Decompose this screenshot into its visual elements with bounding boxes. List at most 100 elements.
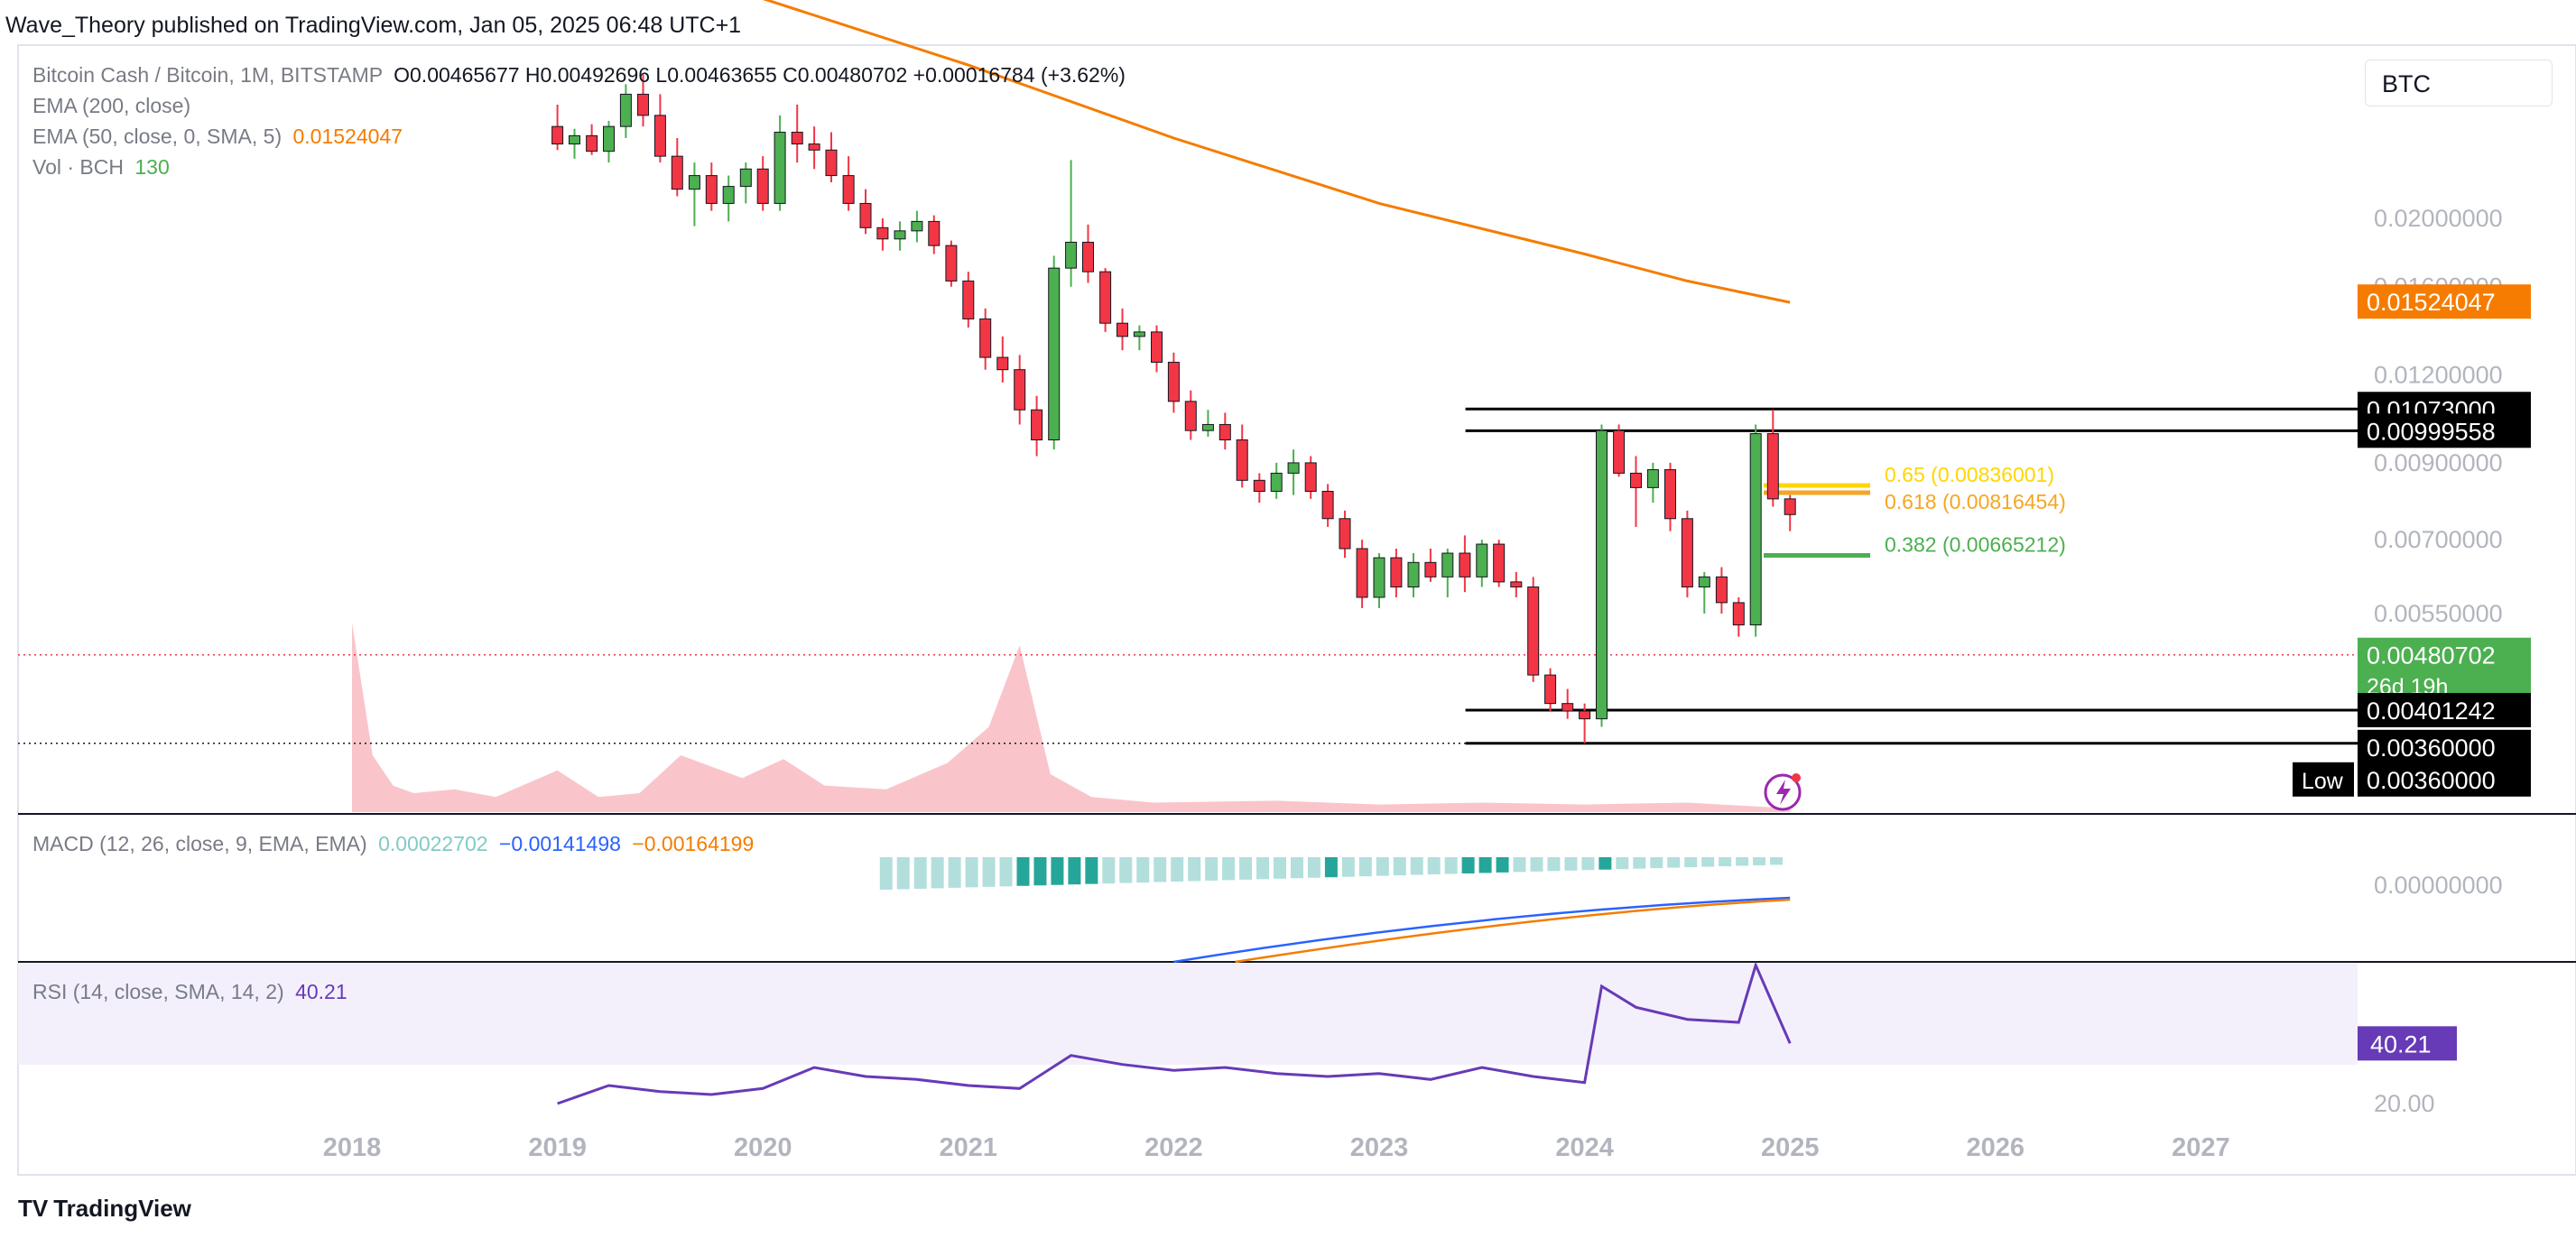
price-tag-value: 0.00401242 [2367,698,2496,725]
candle-body [603,125,615,152]
macd-hist-bar [1444,857,1458,874]
macd-hist-bar [1719,857,1732,867]
price-tag-bg [2358,762,2531,797]
macd-hist-bar [1478,857,1492,873]
macd-hist-bar [1770,857,1784,865]
fib-level-label: 0.618 (0.00816454) [1885,490,2066,513]
candle-body [1424,561,1437,577]
legend-volume: Vol · BCH 130 [32,155,170,180]
macd-hist-bar [1273,857,1286,879]
macd-hist-bar [896,857,910,890]
legend-macd-line: −0.00141498 [498,832,621,855]
macd-hist-bar [1033,857,1047,886]
candle-body [1732,602,1745,626]
price-tag-bg [2358,637,2531,703]
candle-body [1459,552,1471,577]
candle-body [1390,557,1403,587]
candle-body [1646,469,1659,488]
symbol-search-box[interactable]: BTC [2365,60,2553,106]
macd-hist-bar [1581,857,1595,871]
macd-hist-bar [1136,857,1150,883]
candle-body [688,175,700,190]
candle-body [1236,439,1248,481]
macd-hist-bar [1461,857,1475,873]
macd-hist-bar [948,857,961,888]
time-axis-label: 2019 [528,1133,587,1162]
candle-body [1117,322,1128,337]
candle-body [1373,557,1385,598]
macd-hist-bar [1410,857,1423,875]
candle-body [1304,462,1317,492]
time-axis-label: 2020 [734,1133,792,1162]
time-axis-label: 2026 [1967,1133,2025,1162]
candle-body [1441,552,1454,577]
price-axis-label: 0.00700000 [2374,526,2503,553]
candle-body [1544,674,1557,705]
candle-body [1493,543,1506,583]
candle-body [1613,430,1626,474]
candle-body [739,168,752,188]
macd-hist-bar [1051,857,1064,885]
candle-body [1664,469,1677,520]
candle-body [551,125,564,145]
price-tag-value: 0.01524047 [2367,289,2496,316]
legend-ema200: EMA (200, close) [32,94,191,117]
fib-level-label: 0.65 (0.00836001) [1885,463,2054,486]
time-axis-label: 2024 [1555,1133,1614,1162]
candle-body [1031,409,1043,441]
candle-body [842,175,855,204]
time-axis-label: 2018 [323,1133,382,1162]
candle-body [825,149,838,177]
macd-hist-bar [1154,857,1167,882]
price-tag-value: 0.00999558 [2367,418,2496,445]
candle-body [1253,479,1265,492]
candle-body [1048,267,1061,441]
candle-body [1510,581,1523,587]
macd-hist-bar [1701,857,1715,867]
time-axis-label: 2027 [2172,1133,2230,1162]
price-axis-label: 0.01200000 [2374,361,2503,388]
candle-body [791,132,803,145]
macd-hist-bar [913,857,927,889]
candle-body [653,115,666,157]
tradingview-brand: TradingView [53,1195,191,1222]
candle-body [945,245,958,282]
macd-hist-bar [1530,857,1543,872]
legend-ema50: EMA (50, close, 0, SMA, 5) 0.01524047 [32,125,403,149]
candle-body [1184,401,1197,431]
time-axis-label: 2023 [1350,1133,1409,1162]
macd-hist-bar [1102,857,1116,884]
legend-main: Bitcoin Cash / Bitcoin, 1M, BITSTAMP O0.… [32,63,1126,88]
rsi-tag-bg [2358,1026,2457,1061]
candle-body [1630,472,1642,488]
candle-body [1099,271,1112,324]
legend-vol-label: Vol · BCH [32,155,124,179]
macd-hist-bar [1547,857,1561,872]
time-axis-label: 2025 [1761,1133,1820,1162]
lightning-bolt-icon [1776,780,1791,805]
candle-body [1527,586,1540,676]
candle-body [586,134,598,152]
legend-macd-label: MACD (12, 26, close, 9, EMA, EMA) [32,832,367,855]
macd-hist-bar [1188,857,1201,882]
candle-body [1356,548,1368,598]
legend-rsi-label: RSI (14, close, SMA, 14, 2) [32,980,284,1003]
price-axis-label: 0.00900000 [2374,449,2503,476]
candle-body [962,280,975,319]
legend-macd-hist: 0.00022702 [378,832,488,855]
price-tag-bg [2358,692,2531,727]
macd-hist-bar [1239,857,1253,880]
macd-hist-bar [879,857,893,890]
price-tag-bg [2358,413,2531,448]
rsi-line [557,961,1792,1105]
macd-hist-bar [965,857,978,888]
tradingview-logo[interactable]: TV TradingView [18,1195,191,1223]
legend-macd: MACD (12, 26, close, 9, EMA, EMA) 0.0002… [32,832,754,856]
legend-title: Bitcoin Cash / Bitcoin, 1M, BITSTAMP [32,63,383,87]
macd-line [1173,896,1791,964]
macd-hist-bar [1650,857,1663,869]
price-tag-bg [2358,284,2531,319]
candle-body [1014,369,1026,411]
candle-body [1784,498,1796,515]
